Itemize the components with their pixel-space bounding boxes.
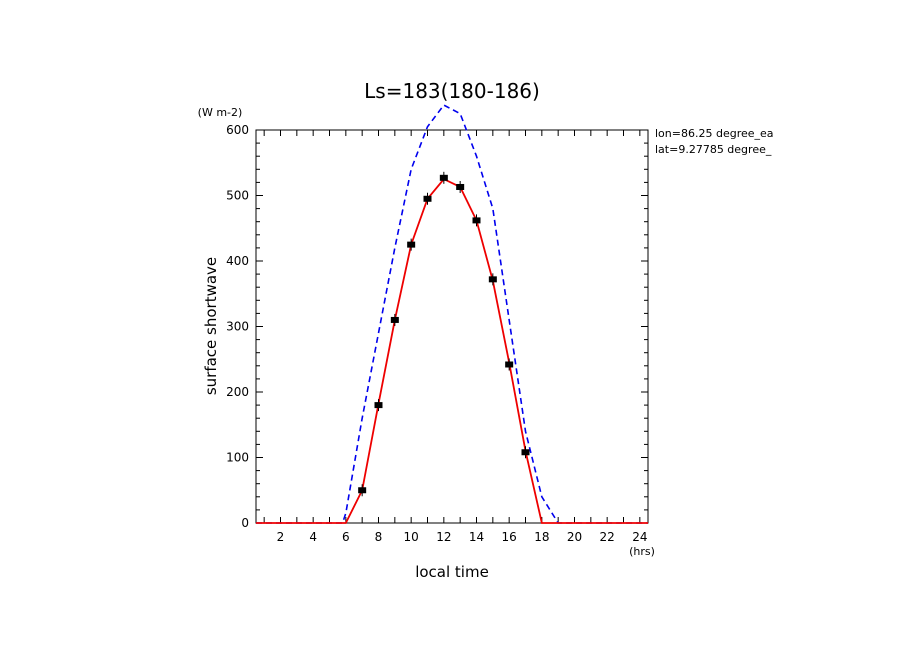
y-axis-title: surface shortwave — [202, 257, 220, 395]
y-tick-label: 200 — [226, 385, 249, 399]
x-tick-label: 10 — [404, 530, 419, 544]
x-axis-title: local time — [415, 563, 489, 581]
x-tick-label: 22 — [600, 530, 615, 544]
y-tick-label: 100 — [226, 451, 249, 465]
x-tick-label: 16 — [502, 530, 517, 544]
series-line-red — [256, 178, 648, 524]
x-tick-label: 8 — [375, 530, 383, 544]
y-tick-label: 400 — [226, 254, 249, 268]
annotation-lon: lon=86.25 degree_ea — [655, 127, 774, 140]
x-tick-label: 24 — [632, 530, 647, 544]
y-tick-label: 300 — [226, 320, 249, 334]
annotation-lat: lat=9.27785 degree_ — [655, 143, 772, 156]
x-tick-label: 18 — [534, 530, 549, 544]
x-tick-label: 14 — [469, 530, 484, 544]
y-tick-label: 600 — [226, 123, 249, 137]
y-tick-label: 500 — [226, 189, 249, 203]
x-tick-label: 20 — [567, 530, 582, 544]
y-tick-label: 0 — [241, 516, 249, 530]
x-unit-label: (hrs) — [629, 545, 655, 558]
x-tick-label: 2 — [277, 530, 285, 544]
series-line-blue-dashed — [256, 104, 648, 524]
chart-title: Ls=183(180-186) — [364, 79, 540, 103]
series-group — [256, 104, 648, 524]
plot-frame — [255, 129, 649, 524]
y-unit-label: (W m-2) — [198, 106, 243, 119]
x-tick-label: 6 — [342, 530, 350, 544]
x-tick-label: 4 — [309, 530, 317, 544]
x-tick-label: 12 — [436, 530, 451, 544]
